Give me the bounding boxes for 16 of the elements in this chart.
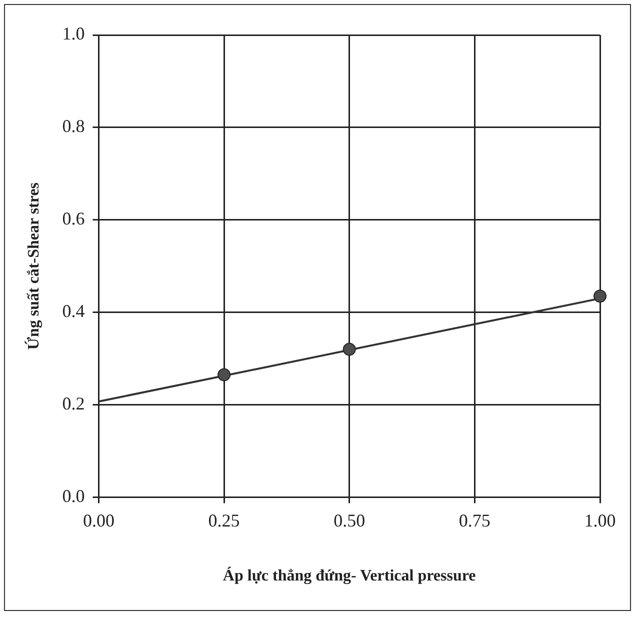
x-tick-label: 0.25 <box>208 510 240 531</box>
x-tick-label: 0.75 <box>458 510 490 531</box>
y-tick-label: 1.0 <box>62 24 85 44</box>
y-tick-label: 0.4 <box>62 301 85 322</box>
x-tick-label: 0.00 <box>82 510 114 531</box>
x-axis-title: Áp lực thẳng đứng- Vertical pressure <box>222 566 476 585</box>
y-axis-title: Ứng suất cắt-Shear stres <box>24 182 43 350</box>
point <box>218 368 231 382</box>
x-tick-label: 1.00 <box>584 510 616 531</box>
y-tick-label: 0.6 <box>62 208 85 229</box>
y-tick-label: 0.0 <box>62 486 85 506</box>
x-tick-label: 0.50 <box>334 510 366 531</box>
y-tick-label: 0.8 <box>62 116 85 136</box>
point <box>342 342 356 356</box>
y-tick-label: 0.2 <box>62 393 85 414</box>
point <box>594 290 606 303</box>
